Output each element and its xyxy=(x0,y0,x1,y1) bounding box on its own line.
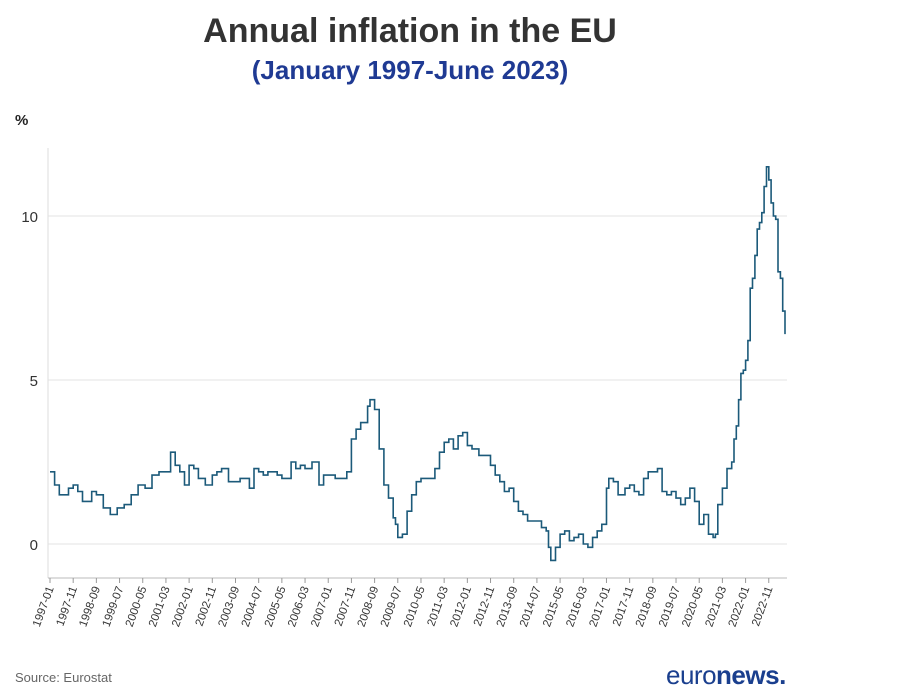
x-tick-label: 2017-11 xyxy=(611,585,636,628)
x-tick-label: 2018-09 xyxy=(634,585,660,629)
x-axis-ticks: 1997-011997-111998-091999-072000-052001-… xyxy=(31,578,776,629)
x-tick-label: 2019-07 xyxy=(657,585,683,629)
x-tick-label: 2010-05 xyxy=(402,585,428,629)
y-tick-label: 0 xyxy=(30,537,38,554)
x-tick-label: 2009-07 xyxy=(379,585,405,629)
x-tick-label: 2014-07 xyxy=(518,585,544,629)
x-tick-label: 2003-09 xyxy=(217,585,243,629)
gridlines xyxy=(47,148,787,579)
logo-dot: . xyxy=(779,660,786,690)
x-tick-label: 1997-11 xyxy=(55,585,80,628)
y-axis-ticks: 0 5 10 xyxy=(21,209,38,554)
x-tick-label: 2008-09 xyxy=(356,585,382,629)
y-axis-unit-label: % xyxy=(15,112,29,129)
x-tick-label: 2016-03 xyxy=(564,585,590,629)
x-tick-label: 2004-07 xyxy=(240,585,266,629)
x-tick-label: 2005-05 xyxy=(263,585,289,629)
x-tick-label: 2007-01 xyxy=(309,585,335,629)
x-tick-label: 2012-01 xyxy=(448,585,474,629)
x-tick-label: 2001-03 xyxy=(147,585,173,629)
x-tick-label: 2020-05 xyxy=(680,585,706,629)
x-tick-label: 2012-11 xyxy=(472,585,497,628)
x-tick-label: 2013-09 xyxy=(495,585,521,629)
x-tick-label: 2000-05 xyxy=(124,585,150,629)
series-layer xyxy=(50,166,786,562)
x-tick-label: 1998-09 xyxy=(77,585,103,629)
source-note: Source: Eurostat xyxy=(15,670,112,685)
x-tick-label: 2002-01 xyxy=(170,585,196,629)
chart-subtitle: (January 1997-June 2023) xyxy=(251,55,569,85)
x-tick-label: 2021-03 xyxy=(704,585,730,629)
x-tick-label: 1999-07 xyxy=(101,585,127,629)
y-tick-label: 10 xyxy=(21,209,38,226)
y-tick-label: 5 xyxy=(30,373,38,390)
x-tick-label: 2002-11 xyxy=(194,585,219,628)
logo-part-euro: euro xyxy=(666,660,717,690)
x-tick-label: 2011-03 xyxy=(426,585,451,628)
series-line-inflation xyxy=(50,166,786,562)
x-tick-label: 2015-05 xyxy=(541,585,567,629)
x-tick-label: 2006-03 xyxy=(286,585,312,629)
logo-part-news: news xyxy=(716,660,780,690)
x-tick-label: 2017-01 xyxy=(588,585,614,629)
x-tick-label: 2022-11 xyxy=(750,585,775,628)
x-tick-label: 2007-11 xyxy=(333,585,358,628)
x-tick-label: 1997-01 xyxy=(31,585,57,629)
chart-title: Annual inflation in the EU xyxy=(203,12,617,50)
euronews-logo: euronews. xyxy=(666,660,786,691)
x-tick-label: 2022-01 xyxy=(727,585,753,629)
